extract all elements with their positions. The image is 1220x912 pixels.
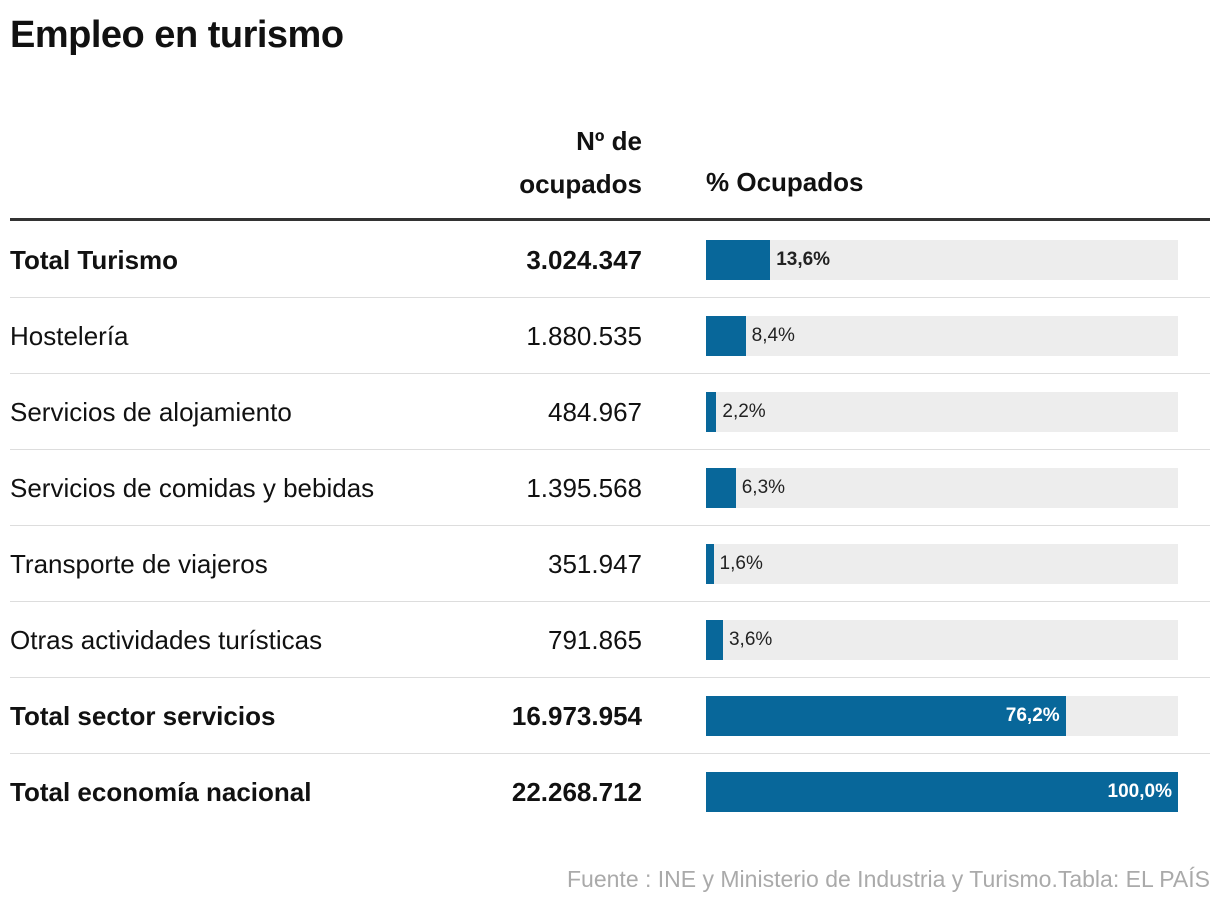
row-separator bbox=[10, 525, 1210, 526]
row-separator bbox=[10, 373, 1210, 374]
row-value: 791.865 bbox=[548, 625, 642, 655]
row-label: Transporte de viajeros bbox=[10, 549, 268, 579]
bar bbox=[706, 772, 1178, 812]
bar bbox=[706, 696, 1066, 736]
row-separator bbox=[10, 601, 1210, 602]
bar-label: 8,4% bbox=[751, 325, 795, 346]
bar-label: 1,6% bbox=[719, 553, 763, 574]
row-label: Total economía nacional bbox=[10, 777, 312, 807]
bar-label: 3,6% bbox=[728, 629, 773, 650]
bar-track: 100,0% bbox=[706, 772, 1178, 812]
table-row: Hostelería 1.880.535 8,4% bbox=[10, 298, 1210, 374]
column-header: Nº de ocupados bbox=[519, 126, 642, 199]
row-label: Total Turismo bbox=[10, 245, 179, 275]
row-separator bbox=[10, 449, 1210, 450]
bar bbox=[706, 544, 714, 584]
row-label: Servicios de alojamiento bbox=[10, 397, 292, 427]
bar-track: 13,6% bbox=[706, 240, 1178, 280]
bar bbox=[706, 468, 736, 508]
row-value: 1.880.535 bbox=[526, 321, 642, 351]
bar-track: 2,2% bbox=[706, 392, 1178, 432]
bar-label: 6,3% bbox=[741, 477, 786, 498]
bar bbox=[706, 316, 746, 356]
table-row: Servicios de alojamiento 484.967 2,2% bbox=[10, 374, 1210, 450]
row-value: 3.024.347 bbox=[526, 245, 642, 275]
bar-label: 13,6% bbox=[776, 249, 831, 270]
row-value: 16.973.954 bbox=[511, 701, 642, 731]
bar bbox=[706, 392, 717, 432]
row-separator bbox=[10, 297, 1210, 298]
title: Empleo en turismo bbox=[10, 14, 344, 56]
bar-label: 2,2% bbox=[722, 401, 766, 422]
row-separator bbox=[10, 753, 1210, 754]
bar-track: 76,2% bbox=[706, 696, 1178, 736]
bar-track: 8,4% bbox=[706, 316, 1178, 356]
bar-track: 6,3% bbox=[706, 468, 1178, 508]
row-label: Otras actividades turísticas bbox=[10, 625, 323, 655]
row-value: 22.268.712 bbox=[511, 777, 642, 807]
bar-track: 1,6% bbox=[706, 544, 1178, 584]
source: Fuente : INE y Ministerio de Industria y… bbox=[567, 866, 1210, 892]
bar bbox=[706, 240, 771, 280]
row-label: Servicios de comidas y bebidas bbox=[10, 473, 375, 503]
row-value: 1.395.568 bbox=[526, 473, 642, 503]
row-value: 484.967 bbox=[548, 397, 642, 427]
bar-label: 76,2% bbox=[1005, 705, 1060, 726]
row-separator bbox=[10, 677, 1210, 678]
bar-label: 100,0% bbox=[1107, 781, 1172, 802]
table-row: Total Turismo 3.024.347 13,6% bbox=[10, 222, 1210, 298]
row-label: Total sector servicios bbox=[10, 701, 276, 731]
bar-track: 3,6% bbox=[706, 620, 1178, 660]
table-row: Servicios de comidas y bebidas 1.395.568 6… bbox=[10, 450, 1210, 526]
header-rule bbox=[10, 218, 1210, 221]
table-row: Otras actividades turísticas 791.865 3,6% bbox=[10, 602, 1210, 678]
table-row: Total sector servicios 16.973.954 76,2% bbox=[10, 678, 1210, 754]
table-row: Transporte de viajeros 351.947 1,6% bbox=[10, 526, 1210, 602]
row-value: 351.947 bbox=[548, 549, 642, 579]
bar bbox=[706, 620, 723, 660]
column-header: % Ocupados bbox=[706, 167, 864, 197]
row-label: Hostelería bbox=[10, 321, 129, 351]
table-row: Total economía nacional 22.268.712 100,0% bbox=[10, 754, 1210, 830]
